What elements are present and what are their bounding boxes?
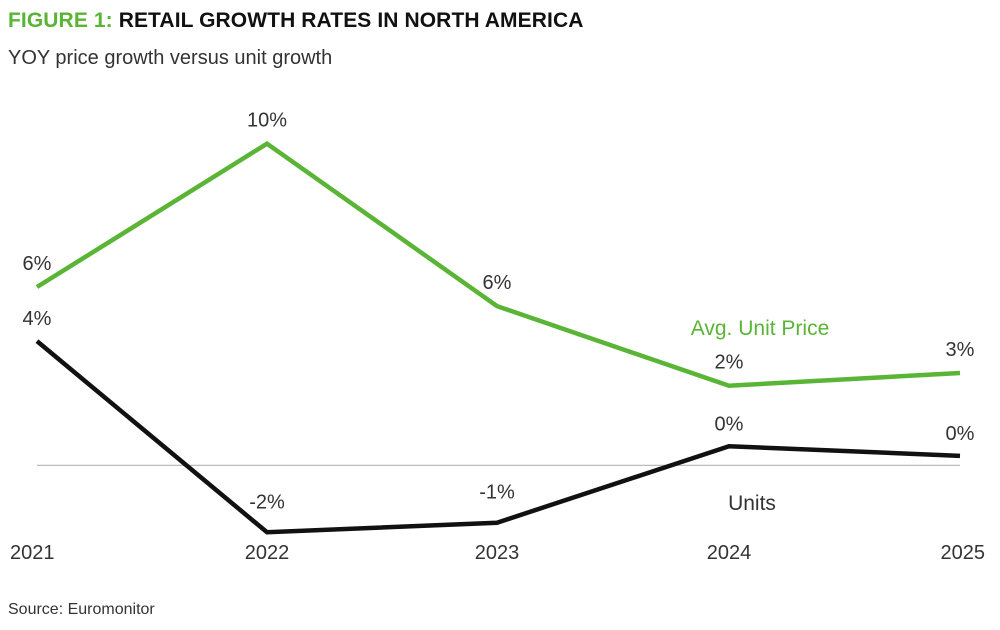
chart-subtitle: YOY price growth versus unit growth: [8, 47, 333, 69]
price-data-label: 6%: [483, 272, 512, 294]
units-data-label: 0%: [715, 413, 744, 435]
x-tick-label: 2024: [707, 542, 752, 564]
figure-label: FIGURE 1:: [8, 9, 113, 32]
source-note: Source: Euromonitor: [8, 601, 155, 618]
units-series-label: Units: [728, 492, 776, 515]
price-series-line: [35, 140, 961, 389]
chart-title: FIGURE 1: RETAIL GROWTH RATES IN NORTH A…: [8, 9, 584, 33]
price-data-label: 10%: [247, 110, 287, 132]
title-text: RETAIL GROWTH RATES IN NORTH AMERICA: [118, 9, 584, 32]
x-tick-label: 2021: [10, 542, 55, 564]
units-data-label: 0%: [946, 423, 975, 445]
units-data-label: -1%: [479, 482, 515, 504]
price-data-label: 3%: [946, 339, 975, 361]
x-tick-label: 2025: [941, 542, 986, 564]
price-series-label: Avg. Unit Price: [691, 317, 830, 340]
units-data-label: -2%: [249, 491, 285, 513]
units-data-label: 4%: [23, 308, 52, 330]
price-data-label: 2%: [715, 352, 744, 374]
price-data-label: 6%: [23, 253, 52, 275]
x-tick-label: 2022: [245, 542, 290, 564]
x-tick-label: 2023: [475, 542, 520, 564]
